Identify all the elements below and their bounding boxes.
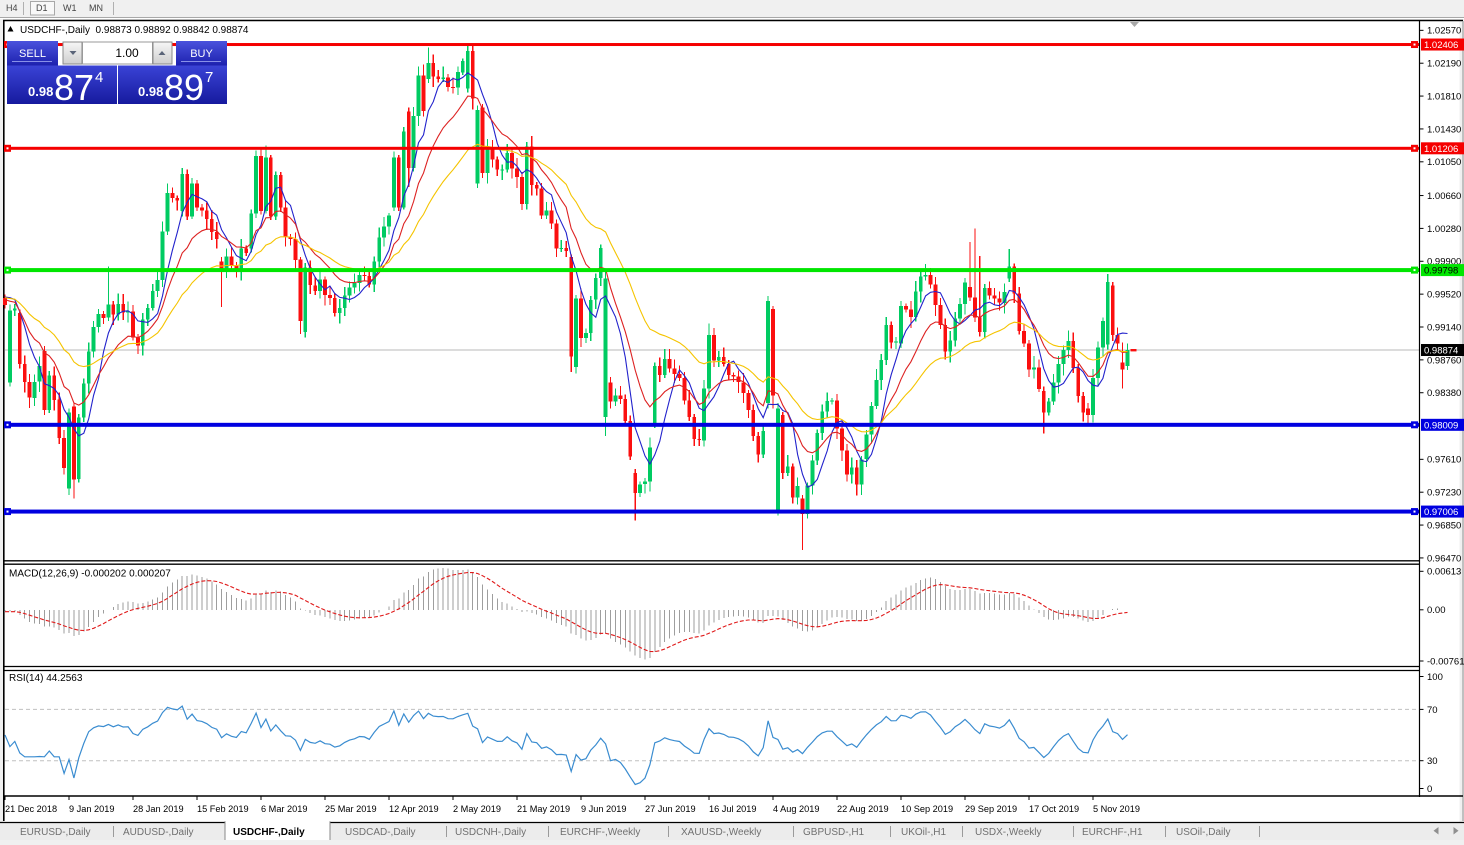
svg-text:1.02190: 1.02190 bbox=[1427, 59, 1461, 70]
svg-text:MACD(12,26,9) -0.000202 0.0002: MACD(12,26,9) -0.000202 0.000207 bbox=[9, 569, 171, 580]
svg-text:30: 30 bbox=[1427, 756, 1438, 767]
svg-text:21 Dec 2018: 21 Dec 2018 bbox=[5, 804, 57, 814]
svg-text:H4: H4 bbox=[6, 3, 18, 13]
svg-text:6 Mar 2019: 6 Mar 2019 bbox=[261, 804, 307, 814]
svg-text:22 Aug 2019: 22 Aug 2019 bbox=[837, 804, 889, 814]
svg-text:EURCHF-,H1: EURCHF-,H1 bbox=[1082, 827, 1143, 838]
svg-text:89: 89 bbox=[164, 67, 204, 108]
svg-text:BUY: BUY bbox=[190, 48, 213, 60]
svg-text:1.01206: 1.01206 bbox=[1424, 144, 1458, 155]
svg-text:9 Jan 2019: 9 Jan 2019 bbox=[69, 804, 114, 814]
svg-text:0.00613: 0.00613 bbox=[1427, 567, 1461, 578]
svg-text:0.96470: 0.96470 bbox=[1427, 553, 1461, 564]
svg-text:1.02570: 1.02570 bbox=[1427, 26, 1461, 37]
svg-text:AUDUSD-,Daily: AUDUSD-,Daily bbox=[123, 827, 194, 838]
svg-text:28 Jan 2019: 28 Jan 2019 bbox=[133, 804, 184, 814]
svg-text:27 Jun 2019: 27 Jun 2019 bbox=[645, 804, 696, 814]
svg-text:D1: D1 bbox=[36, 3, 48, 13]
svg-text:USDX-,Weekly: USDX-,Weekly bbox=[975, 827, 1042, 838]
svg-text:RSI(14) 44.2563: RSI(14) 44.2563 bbox=[9, 673, 83, 684]
svg-text:1.02406: 1.02406 bbox=[1424, 40, 1458, 51]
svg-text:0.97610: 0.97610 bbox=[1427, 455, 1461, 466]
svg-text:EURCHF-,Weekly: EURCHF-,Weekly bbox=[560, 827, 640, 838]
svg-text:1.00660: 1.00660 bbox=[1427, 191, 1461, 202]
svg-text:4: 4 bbox=[95, 69, 103, 86]
svg-text:2 May 2019: 2 May 2019 bbox=[453, 804, 501, 814]
svg-text:GBPUSD-,H1: GBPUSD-,H1 bbox=[803, 827, 865, 838]
svg-text:0.98874: 0.98874 bbox=[1424, 346, 1458, 357]
svg-text:1.00280: 1.00280 bbox=[1427, 224, 1461, 235]
svg-text:4 Aug 2019: 4 Aug 2019 bbox=[773, 804, 820, 814]
svg-text:USDCNH-,Daily: USDCNH-,Daily bbox=[455, 827, 526, 838]
svg-text:10 Sep 2019: 10 Sep 2019 bbox=[901, 804, 953, 814]
svg-text:EURUSD-,Daily: EURUSD-,Daily bbox=[20, 827, 91, 838]
svg-text:25 Mar 2019: 25 Mar 2019 bbox=[325, 804, 377, 814]
svg-text:0.98380: 0.98380 bbox=[1427, 388, 1461, 399]
svg-text:1.00: 1.00 bbox=[115, 46, 139, 60]
svg-text:USDCHF-,Daily: USDCHF-,Daily bbox=[233, 827, 305, 838]
svg-text:XAUUSD-,Weekly: XAUUSD-,Weekly bbox=[681, 827, 761, 838]
svg-text:1.01810: 1.01810 bbox=[1427, 91, 1461, 102]
svg-text:0: 0 bbox=[1427, 784, 1432, 795]
svg-text:0.99798: 0.99798 bbox=[1424, 266, 1458, 277]
svg-text:0.99900: 0.99900 bbox=[1427, 257, 1461, 268]
svg-text:100: 100 bbox=[1427, 672, 1443, 683]
svg-text:UKOil-,H1: UKOil-,H1 bbox=[901, 827, 946, 838]
svg-text:USDCHF-,Daily 0.98873 0.98892: USDCHF-,Daily 0.98873 0.98892 0.98842 0.… bbox=[20, 25, 249, 36]
svg-text:W1: W1 bbox=[63, 3, 77, 13]
svg-text:29 Sep 2019: 29 Sep 2019 bbox=[965, 804, 1017, 814]
svg-text:0.98760: 0.98760 bbox=[1427, 355, 1461, 366]
svg-text:-0.007612: -0.007612 bbox=[1427, 656, 1464, 667]
svg-text:SELL: SELL bbox=[19, 48, 46, 60]
svg-text:1.01050: 1.01050 bbox=[1427, 157, 1461, 168]
svg-text:0.97006: 0.97006 bbox=[1424, 507, 1458, 518]
svg-text:1.01430: 1.01430 bbox=[1427, 124, 1461, 135]
svg-text:15 Feb 2019: 15 Feb 2019 bbox=[197, 804, 249, 814]
svg-text:87: 87 bbox=[54, 67, 94, 108]
svg-text:21 May 2019: 21 May 2019 bbox=[517, 804, 570, 814]
svg-text:0.97230: 0.97230 bbox=[1427, 488, 1461, 499]
svg-text:5 Nov 2019: 5 Nov 2019 bbox=[1093, 804, 1140, 814]
svg-text:0.99520: 0.99520 bbox=[1427, 290, 1461, 301]
svg-text:9 Jun 2019: 9 Jun 2019 bbox=[581, 804, 626, 814]
svg-text:USOil-,Daily: USOil-,Daily bbox=[1176, 827, 1230, 838]
svg-text:12 Apr 2019: 12 Apr 2019 bbox=[389, 804, 439, 814]
svg-text:17 Oct 2019: 17 Oct 2019 bbox=[1029, 804, 1079, 814]
svg-text:0.98: 0.98 bbox=[28, 84, 53, 99]
svg-text:0.96850: 0.96850 bbox=[1427, 520, 1461, 531]
svg-text:70: 70 bbox=[1427, 705, 1438, 716]
svg-text:USDCAD-,Daily: USDCAD-,Daily bbox=[345, 827, 416, 838]
svg-text:0.98009: 0.98009 bbox=[1424, 420, 1458, 431]
svg-text:0.99140: 0.99140 bbox=[1427, 322, 1461, 333]
svg-text:16 Jul 2019: 16 Jul 2019 bbox=[709, 804, 757, 814]
svg-text:MN: MN bbox=[89, 3, 103, 13]
svg-text:7: 7 bbox=[205, 69, 213, 86]
svg-text:0.98: 0.98 bbox=[138, 84, 163, 99]
svg-text:0.00: 0.00 bbox=[1427, 605, 1446, 616]
